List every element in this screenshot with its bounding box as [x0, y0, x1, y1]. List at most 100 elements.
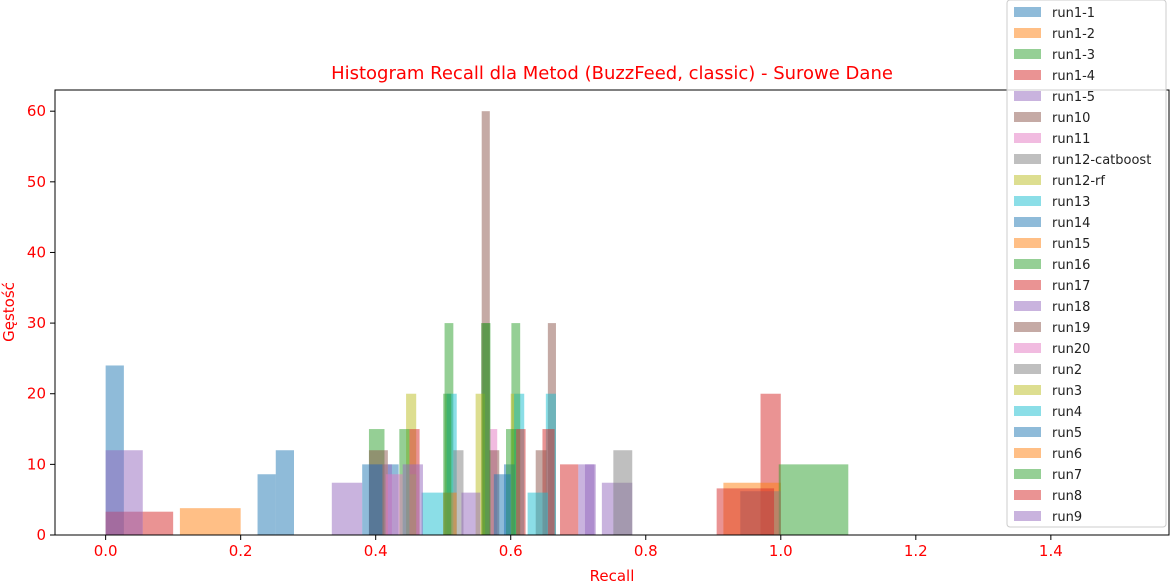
histogram-bar-run8-0: [560, 464, 579, 535]
histogram-bar-run4-1: [527, 492, 548, 535]
histogram-bar-run1-2-0: [179, 508, 241, 535]
legend-swatch: [1014, 238, 1041, 248]
legend-label: run13: [1052, 195, 1090, 210]
y-tick-label: 50: [27, 173, 46, 191]
legend-label: run1-3: [1052, 48, 1095, 63]
legend-entries: run1-1 run1-2 run1-3 run1-4 run1-5 run10 run11…: [1014, 6, 1151, 525]
legend-swatch: [1014, 7, 1041, 17]
legend-swatch: [1014, 343, 1041, 353]
y-tick-label: 60: [27, 102, 46, 120]
x-tick-label: 0.8: [634, 542, 658, 560]
legend-swatch: [1014, 385, 1041, 395]
legend-label: run1-1: [1052, 6, 1095, 21]
legend-swatch: [1014, 490, 1041, 500]
legend-swatch: [1014, 49, 1041, 59]
histogram-bar-run8-1: [716, 488, 775, 535]
legend-label: run18: [1052, 300, 1090, 315]
histogram-bar-run17-1: [516, 429, 526, 535]
legend-label: run12-catboost: [1052, 153, 1151, 168]
legend-swatch: [1014, 70, 1041, 80]
legend-label: run3: [1052, 384, 1082, 399]
legend: run1-1 run1-2 run1-3 run1-4 run1-5 run10 run11…: [1006, 0, 1167, 528]
y-tick-label: 40: [27, 243, 46, 261]
legend-label: run6: [1052, 447, 1082, 462]
y-tick-label: 10: [27, 455, 46, 473]
legend-label: run4: [1052, 405, 1082, 420]
histogram-bar-run5-1: [493, 474, 511, 535]
histogram-bar-run9-1: [461, 492, 481, 535]
legend-swatch: [1014, 469, 1041, 479]
histogram-bar-run7-1: [482, 323, 491, 535]
histogram-bar-run1-1-2: [275, 450, 294, 535]
y-tick-label: 30: [27, 314, 46, 332]
histogram-bar-run9-2: [584, 464, 596, 535]
legend-swatch: [1014, 217, 1041, 227]
legend-swatch: [1014, 175, 1041, 185]
legend-label: run12-rf: [1052, 174, 1105, 189]
legend-label: run9: [1052, 510, 1082, 525]
legend-label: run14: [1052, 216, 1090, 231]
legend-swatch: [1014, 448, 1041, 458]
histogram-bar-run7-0: [443, 393, 452, 535]
legend-swatch: [1014, 280, 1041, 290]
x-tick-label: 0.4: [364, 542, 388, 560]
legend-box: [1006, 0, 1167, 528]
legend-swatch: [1014, 196, 1041, 206]
histogram-bar-run12-rf-1: [475, 393, 486, 535]
x-axis-ticks: 0.0 0.2 0.4 0.6 0.8 1.0 1.2 1.4: [94, 535, 1063, 560]
histogram-bar-run16-1: [506, 429, 517, 535]
chart-title: Histogram Recall dla Metod (BuzzFeed, cl…: [331, 63, 893, 84]
x-axis-label: Recall: [590, 567, 635, 585]
histogram-bar-run9-0: [402, 464, 423, 535]
histogram-bar-run1-5-2: [331, 482, 363, 535]
legend-label: run1-4: [1052, 69, 1095, 84]
y-tick-label: 0: [36, 526, 46, 544]
histogram-bar-run2-0: [453, 450, 464, 535]
legend-label: run2: [1052, 363, 1082, 378]
histogram-bar-run10-0: [481, 111, 490, 535]
legend-swatch: [1014, 406, 1041, 416]
bars-layer: [105, 111, 849, 535]
histogram-bar-run13-0: [446, 393, 457, 535]
legend-swatch: [1014, 112, 1041, 122]
legend-label: run15: [1052, 237, 1090, 252]
legend-swatch: [1014, 28, 1041, 38]
legend-label: run16: [1052, 258, 1090, 273]
legend-swatch: [1014, 364, 1041, 374]
legend-label: run7: [1052, 468, 1082, 483]
legend-label: run11: [1052, 132, 1090, 147]
y-tick-label: 20: [27, 385, 46, 403]
histogram-bar-run20-0: [385, 474, 403, 535]
legend-swatch: [1014, 259, 1041, 269]
x-tick-label: 1.0: [769, 542, 793, 560]
legend-swatch: [1014, 322, 1041, 332]
histogram-bar-run1-1-1: [257, 474, 276, 535]
histogram-bar-run1-5-1: [123, 450, 143, 535]
legend-label: run17: [1052, 279, 1090, 294]
y-axis-label: Gęstość: [0, 282, 18, 342]
legend-swatch: [1014, 427, 1041, 437]
legend-swatch: [1014, 133, 1041, 143]
legend-label: run1-5: [1052, 90, 1095, 105]
histogram-bar-run12-catboost-0: [613, 450, 633, 535]
histogram-bar-run1-4-1: [142, 511, 174, 535]
legend-label: run5: [1052, 426, 1082, 441]
legend-swatch: [1014, 511, 1041, 521]
legend-label: run8: [1052, 489, 1082, 504]
histogram-bar-run5-0: [362, 464, 383, 535]
x-tick-label: 0.0: [94, 542, 118, 560]
legend-label: run20: [1052, 342, 1090, 357]
legend-swatch: [1014, 91, 1041, 101]
legend-label: run1-2: [1052, 27, 1095, 42]
x-tick-label: 0.6: [499, 542, 523, 560]
histogram-bar-run1-5-0: [105, 450, 124, 535]
histogram-bar-run16-2: [778, 464, 849, 535]
legend-swatch: [1014, 301, 1041, 311]
y-axis-ticks: 0 10 20 30 40 50 60: [27, 102, 55, 544]
plot-frame: [54, 89, 1170, 536]
legend-label: run19: [1052, 321, 1090, 336]
x-tick-label: 1.2: [904, 542, 928, 560]
legend-label: run10: [1052, 111, 1090, 126]
x-tick-label: 0.2: [229, 542, 253, 560]
